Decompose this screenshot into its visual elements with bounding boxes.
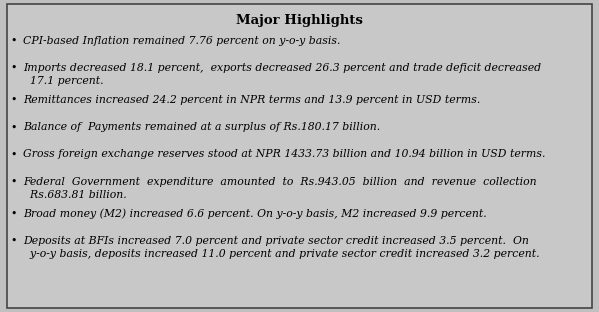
Text: Broad money (M2) increased 6.6 percent. On y-o-y basis, M2 increased 9.9 percent: Broad money (M2) increased 6.6 percent. … (23, 209, 486, 219)
Text: •: • (11, 95, 17, 105)
Text: CPI-based Inflation remained 7.76 percent on y-o-y basis.: CPI-based Inflation remained 7.76 percen… (23, 36, 340, 46)
Text: •: • (11, 177, 17, 187)
Text: Major Highlights: Major Highlights (236, 14, 363, 27)
FancyBboxPatch shape (7, 4, 592, 308)
Text: Deposits at BFIs increased 7.0 percent and private sector credit increased 3.5 p: Deposits at BFIs increased 7.0 percent a… (23, 236, 539, 259)
Text: •: • (11, 209, 17, 219)
Text: •: • (11, 149, 17, 159)
Text: Gross foreign exchange reserves stood at NPR 1433.73 billion and 10.94 billion i: Gross foreign exchange reserves stood at… (23, 149, 545, 159)
Text: •: • (11, 63, 17, 73)
Text: •: • (11, 122, 17, 132)
Text: Remittances increased 24.2 percent in NPR terms and 13.9 percent in USD terms.: Remittances increased 24.2 percent in NP… (23, 95, 480, 105)
Text: Federal  Government  expenditure  amounted  to  Rs.943.05  billion  and  revenue: Federal Government expenditure amounted … (23, 177, 536, 200)
Text: •: • (11, 36, 17, 46)
Text: •: • (11, 236, 17, 246)
Text: Imports decreased 18.1 percent,  exports decreased 26.3 percent and trade defici: Imports decreased 18.1 percent, exports … (23, 63, 541, 86)
Text: Balance of  Payments remained at a surplus of Rs.180.17 billion.: Balance of Payments remained at a surplu… (23, 122, 380, 132)
